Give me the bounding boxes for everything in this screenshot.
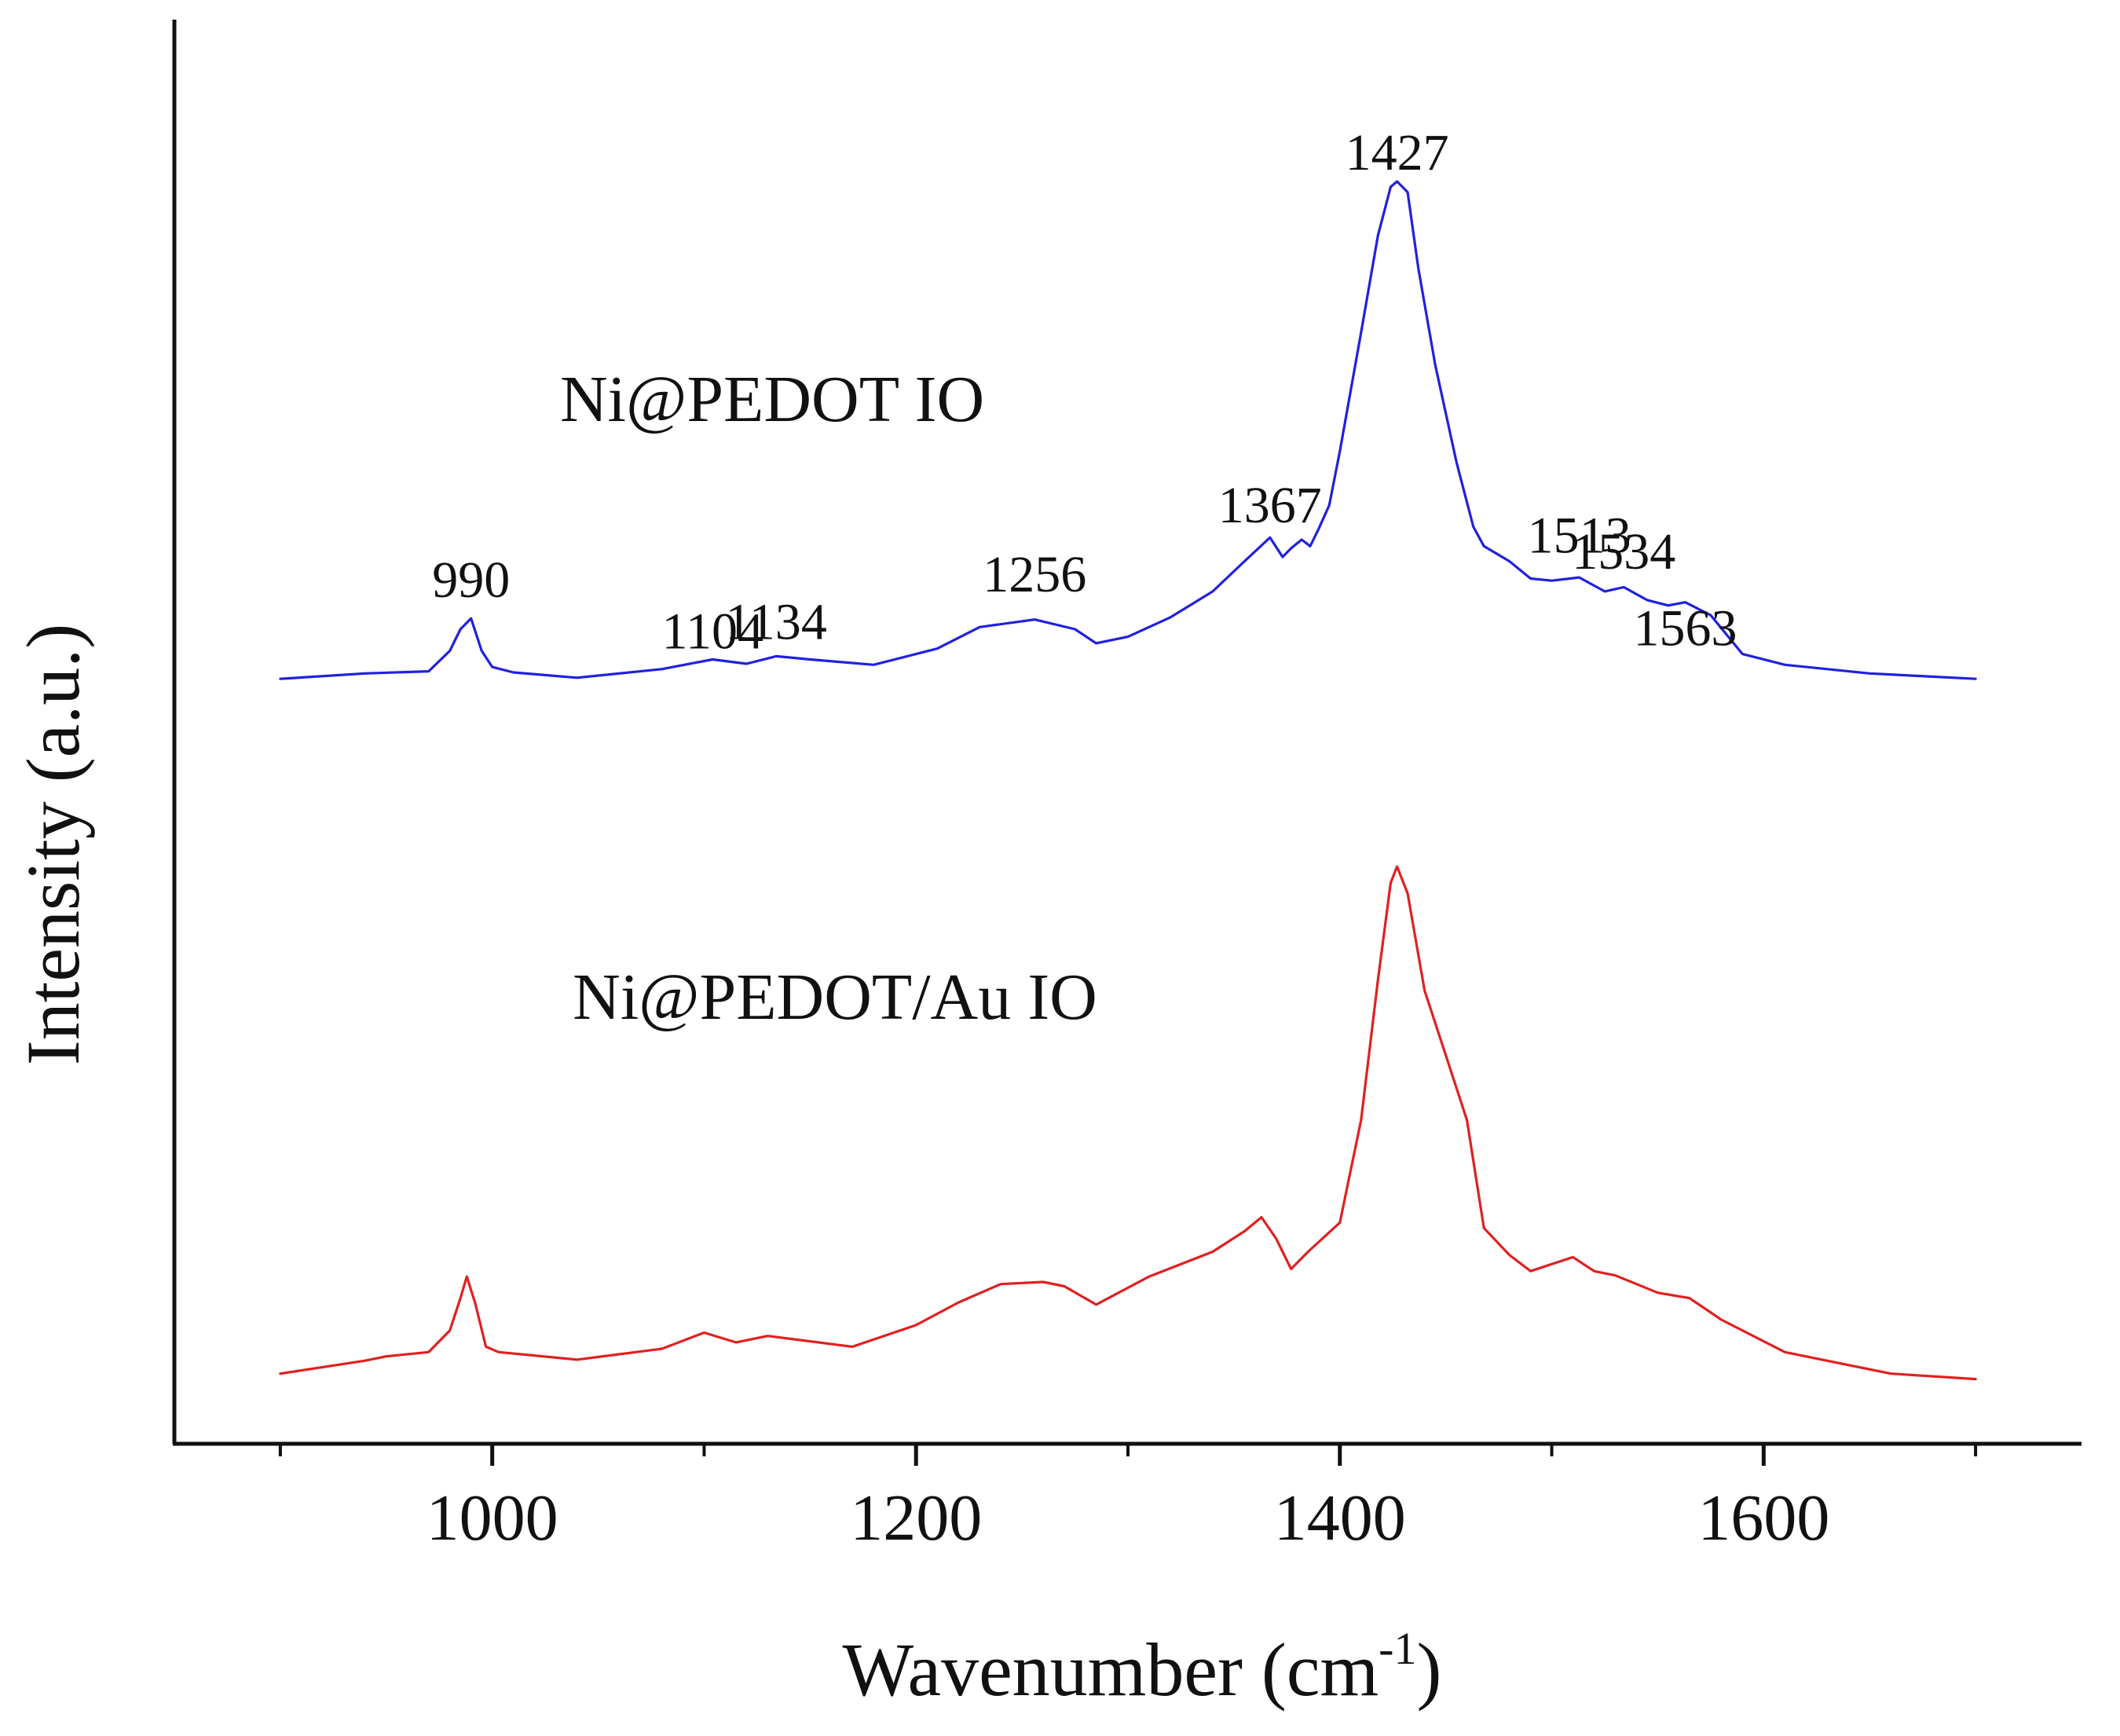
x-axis-title-close: ) bbox=[1417, 1628, 1442, 1712]
x-tick-label: 1000 bbox=[427, 1481, 558, 1555]
peak-label: 1427 bbox=[1346, 124, 1449, 181]
series-layer: Ni@PEDOT IO Ni@PEDOT/Au IO bbox=[279, 180, 1977, 1381]
peak-label: 1134 bbox=[725, 593, 827, 650]
x-axis-title: Wavenumber (cm-1) bbox=[843, 1623, 1442, 1712]
x-tick-label: 1400 bbox=[1274, 1481, 1406, 1555]
peak-label: 1104 bbox=[661, 603, 763, 661]
peak-label: 1563 bbox=[1634, 600, 1737, 657]
series-line-2 bbox=[279, 865, 1977, 1381]
series-label-2: Ni@PEDOT/Au IO bbox=[573, 961, 1097, 1034]
series-line-1 bbox=[279, 180, 1977, 680]
peak-label: 990 bbox=[432, 551, 510, 609]
peak-label: 1367 bbox=[1218, 477, 1322, 534]
x-tick-label: 1600 bbox=[1697, 1481, 1829, 1555]
x-axis-title-superscript: -1 bbox=[1379, 1623, 1416, 1674]
peak-label: 1534 bbox=[1572, 523, 1675, 580]
x-axis-ticks: 1000 1200 1400 1600 bbox=[278, 1444, 1978, 1555]
series-label-1: Ni@PEDOT IO bbox=[560, 363, 984, 436]
x-tick-label: 1200 bbox=[850, 1481, 982, 1555]
peak-label: 1256 bbox=[983, 546, 1086, 603]
x-axis-title-main: Wavenumber (cm bbox=[843, 1628, 1379, 1712]
peak-label: 1513 bbox=[1528, 507, 1631, 565]
y-axis-title: Intensity (a.u.) bbox=[11, 624, 95, 1066]
